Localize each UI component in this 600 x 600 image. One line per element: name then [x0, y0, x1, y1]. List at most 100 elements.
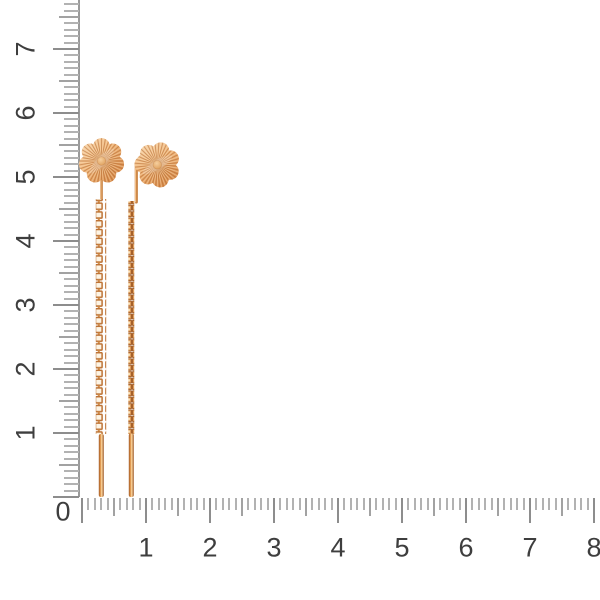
- ruler-tick: [81, 498, 83, 523]
- ruler-tick: [177, 498, 179, 516]
- ruler-tick: [497, 498, 499, 516]
- ruler-tick: [209, 498, 211, 523]
- ruler-tick: [401, 498, 403, 523]
- left-earring-pin-highlight: [100, 176, 102, 200]
- ruler-tick: [458, 498, 461, 510]
- ruler-tick: [516, 498, 519, 510]
- ruler-tick: [64, 99, 79, 102]
- ruler-tick: [64, 35, 79, 38]
- ruler-tick: [64, 316, 79, 319]
- right-earring-chain: [128, 201, 135, 434]
- ruler-number-label: 3: [266, 532, 282, 563]
- ruler-tick: [580, 498, 583, 510]
- ruler-tick: [64, 137, 79, 140]
- ruler-tick: [375, 498, 378, 510]
- ruler-tick: [420, 498, 423, 510]
- ruler-tick: [503, 498, 506, 510]
- ruler-tick: [394, 498, 397, 510]
- ruler-tick: [125, 498, 128, 510]
- ruler-tick: [113, 498, 115, 516]
- left-earring-chain: [95, 199, 107, 434]
- ruler-tick: [593, 498, 595, 523]
- ruler-number-label: 8: [586, 532, 600, 563]
- ruler-tick: [554, 498, 557, 510]
- ruler-tick: [64, 92, 79, 95]
- ruler-tick: [292, 498, 295, 510]
- ruler-tick: [106, 498, 109, 510]
- ruler-tick: [196, 498, 199, 510]
- ruler-tick: [356, 498, 359, 510]
- ruler-tick: [484, 498, 487, 510]
- ruler-tick: [59, 80, 79, 82]
- ruler-tick: [132, 498, 135, 510]
- ruler-tick: [64, 438, 79, 441]
- ruler-tick: [64, 470, 79, 473]
- ruler-tick: [64, 163, 79, 166]
- ruler-tick: [452, 498, 455, 510]
- ruler-tick: [87, 498, 90, 510]
- ruler-tick: [64, 150, 79, 153]
- ruler-origin-label: 0: [55, 496, 71, 527]
- ruler-tick: [64, 131, 79, 134]
- ruler-tick: [53, 112, 79, 114]
- ruler-tick: [433, 498, 435, 516]
- ruler-tick: [266, 498, 269, 510]
- ruler-tick: [509, 498, 512, 510]
- ruler-tick: [279, 498, 282, 510]
- ruler-tick: [64, 310, 79, 313]
- ruler-tick: [64, 188, 79, 191]
- ruler-tick: [202, 498, 205, 510]
- ruler-tick: [189, 498, 192, 510]
- ruler-tick: [64, 28, 79, 31]
- ruler-tick: [64, 233, 79, 236]
- ruler-tick: [64, 483, 79, 486]
- ruler-tick: [465, 498, 467, 523]
- ruler-tick: [145, 498, 147, 523]
- ruler-tick: [64, 220, 79, 223]
- ruler-tick: [59, 400, 79, 402]
- ruler-tick: [381, 498, 384, 510]
- ruler-tick: [64, 105, 79, 108]
- ruler-tick: [53, 176, 79, 178]
- ruler-tick: [247, 498, 250, 510]
- ruler-tick: [64, 195, 79, 198]
- ruler-tick: [64, 406, 79, 409]
- ruler-tick: [362, 498, 365, 510]
- ruler-tick: [183, 498, 186, 510]
- ruler-tick: [64, 246, 79, 249]
- ruler-tick: [426, 498, 429, 510]
- ruler-tick: [260, 498, 263, 510]
- ruler-tick: [119, 498, 122, 510]
- ruler-tick: [157, 498, 160, 510]
- ruler-tick: [567, 498, 570, 510]
- ruler-tick: [445, 498, 448, 510]
- ruler-tick: [298, 498, 301, 510]
- ruler-tick: [64, 182, 79, 185]
- ruler-tick: [64, 278, 79, 281]
- ruler-tick: [164, 498, 167, 510]
- ruler-tick: [64, 348, 79, 351]
- ruler-tick: [59, 208, 79, 210]
- ruler-tick: [529, 498, 531, 523]
- ruler-tick: [561, 498, 563, 516]
- ruler-tick: [64, 355, 79, 358]
- ruler-tick: [64, 201, 79, 204]
- ruler-tick: [64, 444, 79, 447]
- ruler-tick: [64, 374, 79, 377]
- right-earring: [128, 136, 186, 497]
- ruler-tick: [59, 464, 79, 466]
- ruler-tick: [64, 323, 79, 326]
- ruler-tick: [64, 291, 79, 294]
- ruler-tick: [234, 498, 237, 510]
- ruler-tick: [548, 498, 551, 510]
- ruler-tick: [59, 16, 79, 18]
- ruler-tick: [64, 387, 79, 390]
- ruler-tick: [64, 361, 79, 364]
- ruler-tick: [228, 498, 231, 510]
- ruler-tick: [64, 60, 79, 63]
- ruler-tick: [221, 498, 224, 510]
- ruler-tick: [317, 498, 320, 510]
- ruler-tick: [349, 498, 352, 510]
- ruler-tick: [64, 284, 79, 287]
- ruler-tick: [241, 498, 243, 516]
